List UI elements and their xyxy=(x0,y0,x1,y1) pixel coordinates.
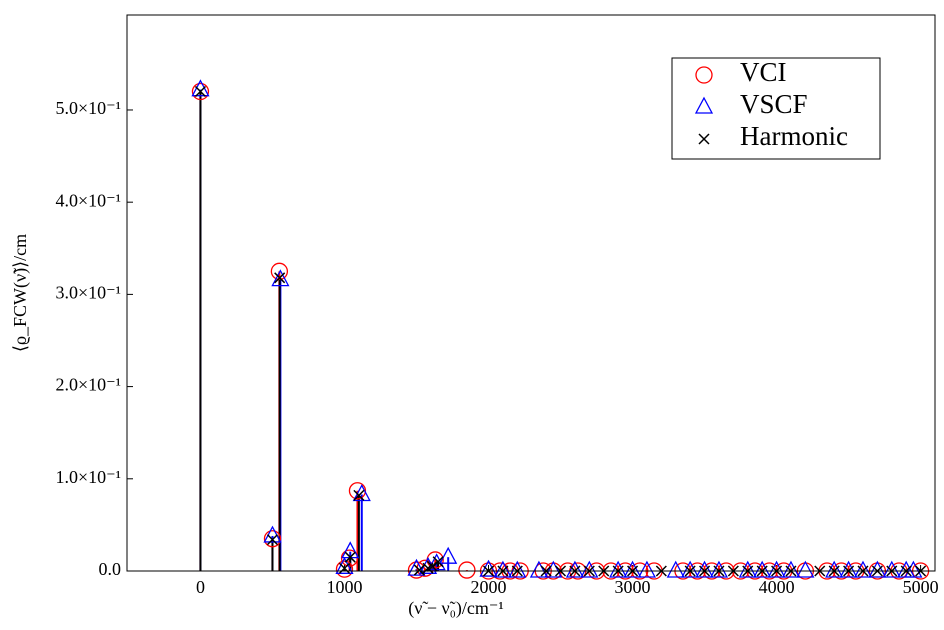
data-point xyxy=(274,272,286,284)
data-point xyxy=(263,530,282,548)
legend-marker xyxy=(695,66,713,84)
data-point xyxy=(413,564,425,576)
x-tick-label: 5000 xyxy=(903,577,939,597)
data-point xyxy=(882,560,901,578)
legend-label: VCI xyxy=(740,57,787,87)
data-point xyxy=(426,560,438,572)
y-tick-label: 0.0 xyxy=(99,559,122,579)
data-point xyxy=(352,484,371,502)
data-point xyxy=(796,560,815,578)
data-point xyxy=(609,560,628,578)
y-tick-label: 4.0×10⁻¹ xyxy=(55,190,121,210)
data-point xyxy=(681,560,700,578)
data-point xyxy=(637,560,657,578)
data-point xyxy=(353,489,365,501)
data-point xyxy=(344,551,356,563)
data-point xyxy=(335,560,354,578)
data-point xyxy=(825,560,844,578)
y-tick-label: 1.0×10⁻¹ xyxy=(55,467,121,487)
data-point xyxy=(695,560,714,578)
data-point xyxy=(868,560,887,578)
data-point xyxy=(666,560,685,578)
data-point xyxy=(479,559,498,577)
legend-label: Harmonic xyxy=(740,121,848,151)
data-point xyxy=(580,560,599,578)
data-point xyxy=(270,262,289,280)
x-tick-label: 1000 xyxy=(326,577,362,597)
y-axis-label: ⟨ϱ_FCW(ν̃)⟩/cm xyxy=(10,234,31,352)
data-point xyxy=(904,560,923,578)
legend-marker xyxy=(698,133,710,145)
data-point xyxy=(266,534,278,546)
data-point xyxy=(348,482,367,500)
x-tick-label: 2000 xyxy=(471,577,507,597)
x-tick-label: 0 xyxy=(196,577,205,597)
data-point xyxy=(194,86,206,98)
data-point xyxy=(338,562,351,574)
data-point xyxy=(432,556,444,568)
data-point xyxy=(263,525,282,543)
y-tick-label: 2.0×10⁻¹ xyxy=(55,375,121,395)
legend-label: VSCF xyxy=(740,89,808,119)
data-point xyxy=(709,560,729,578)
data-point xyxy=(191,82,210,101)
data-point xyxy=(738,560,757,578)
data-point xyxy=(271,269,290,287)
data-point xyxy=(753,560,772,578)
data-point xyxy=(767,560,786,578)
data-point xyxy=(407,561,426,579)
data-point xyxy=(839,560,858,578)
data-point xyxy=(544,560,563,578)
data-point xyxy=(781,560,801,578)
data-point xyxy=(335,556,354,574)
data-point xyxy=(458,561,476,579)
y-tick-label: 5.0×10⁻¹ xyxy=(55,98,121,118)
data-point xyxy=(565,560,585,578)
data-point xyxy=(623,560,642,578)
data-point xyxy=(439,546,458,564)
y-tick-label: 3.0×10⁻¹ xyxy=(55,283,121,303)
data-point xyxy=(529,560,549,578)
data-point xyxy=(853,560,873,578)
x-tick-label: 3000 xyxy=(615,577,651,597)
data-point xyxy=(407,558,426,576)
data-point xyxy=(508,560,527,578)
legend-marker xyxy=(694,96,714,114)
x-axis-label: (ν̃ − ν̃₀)/cm⁻¹ xyxy=(408,598,504,619)
x-tick-label: 4000 xyxy=(759,577,795,597)
data-point xyxy=(493,560,512,578)
